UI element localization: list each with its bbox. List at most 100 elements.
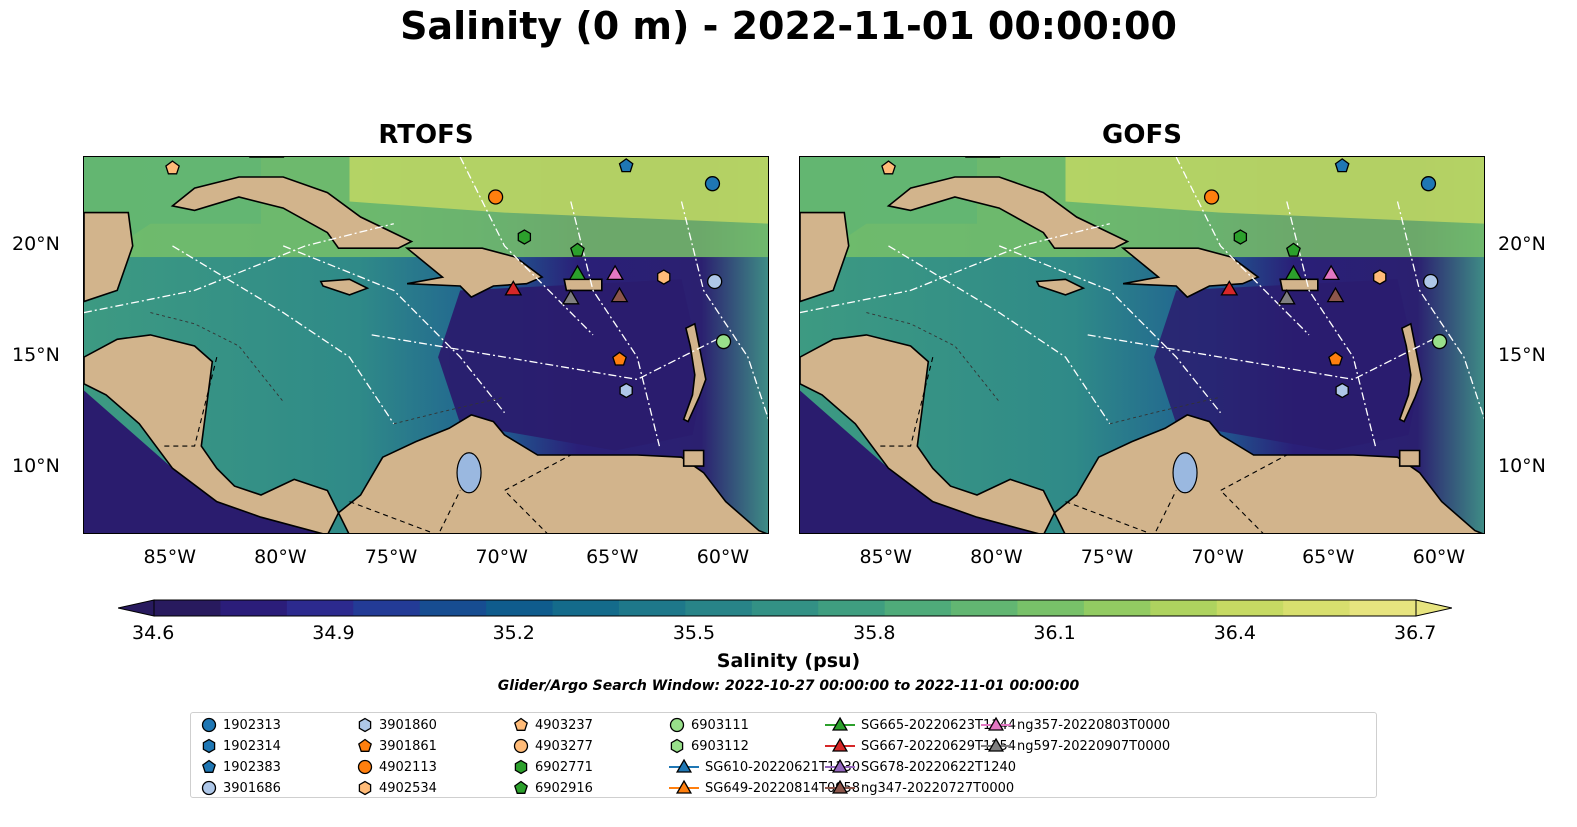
- landmass-5: [1279, 278, 1319, 292]
- legend-label: 1902314: [223, 738, 281, 754]
- colorbar-label: Salinity (psu): [716, 650, 861, 672]
- legend-pentagon: [202, 759, 216, 773]
- low-salinity-plume: [438, 279, 704, 451]
- legend-triangle: [987, 737, 1005, 752]
- marker-6903111: [1431, 333, 1448, 350]
- y-tick-label-left: 20°N: [12, 232, 60, 255]
- colorbar-tick-label: 36.4: [1213, 622, 1257, 644]
- legend-label: 3901686: [223, 780, 281, 796]
- legend-label: 6902916: [535, 780, 593, 796]
- marker-6902771: [517, 229, 532, 245]
- legend-item: 1902314: [201, 736, 281, 756]
- legend-hexagon: [670, 738, 684, 754]
- pentagon-marker-icon: [202, 759, 216, 773]
- colorbar-segment: [618, 600, 686, 616]
- gofs-panel-title: GOFS: [1102, 120, 1182, 150]
- triangle-marker-icon: [981, 737, 1011, 752]
- landmass-6: [84, 211, 134, 303]
- landmass-9: [682, 449, 705, 467]
- colorbar-segment: [353, 600, 421, 616]
- marker-3901686: [1423, 273, 1439, 290]
- marker-ng347-20220727T0000: [610, 286, 629, 303]
- legend-label: SG649-20220814T0958: [705, 780, 861, 796]
- colorbar-tick-label: 36.1: [1033, 622, 1076, 644]
- legend-item: 6902771: [513, 757, 593, 777]
- bathymetry-contour-1: [1109, 396, 1221, 425]
- salinity-colorbar: [118, 599, 1452, 617]
- marker-ng597-20220907T0000: [561, 289, 580, 305]
- marker-4902113: [1203, 189, 1220, 205]
- marker-1902313: [704, 176, 721, 192]
- landmass-2: [170, 176, 414, 249]
- legend-triangle: [831, 716, 849, 731]
- hexagon-marker-icon: [358, 717, 372, 733]
- legend-item: 6902916: [513, 778, 593, 798]
- legend-circle: [669, 717, 685, 733]
- legend-pentagon: [514, 780, 528, 794]
- marker-3901861: [1328, 351, 1343, 366]
- legend-label: 4902534: [379, 780, 437, 796]
- rtofs-map-svg: [84, 157, 768, 533]
- landmass-2: [886, 176, 1130, 249]
- border-line-1: [349, 490, 461, 533]
- circle-marker-icon: [201, 780, 217, 796]
- gofs-salinity-map: [799, 156, 1485, 534]
- eez-line-0: [998, 245, 1222, 414]
- border-line-1: [1065, 490, 1177, 533]
- marker-4902113: [487, 189, 504, 205]
- circle-marker-icon: [357, 759, 373, 775]
- legend-label: 4903237: [535, 717, 593, 733]
- legend-item: SG667-20220629T1254: [825, 736, 1016, 756]
- y-tick-label-right: 20°N: [1498, 232, 1546, 255]
- legend-triangle: [831, 737, 849, 752]
- legend-circle: [357, 759, 373, 775]
- eez-line-6: [371, 334, 726, 381]
- legend-pentagon: [358, 738, 372, 752]
- legend-hexagon: [514, 759, 528, 775]
- gofs-map-svg: [800, 157, 1484, 533]
- legend-item: 1902313: [201, 715, 281, 735]
- colorbar-segment: [685, 600, 753, 616]
- landmass-1: [337, 414, 768, 533]
- legend-label: 4902113: [379, 759, 437, 775]
- x-tick-label: 65°W: [1302, 546, 1355, 568]
- colorbar-segment: [552, 600, 620, 616]
- legend-item: 6903111: [669, 715, 749, 735]
- eez-line-5: [800, 223, 1110, 314]
- legend-label: 4903277: [535, 738, 593, 754]
- border-line-2: [503, 454, 572, 533]
- pentagon-marker-icon: [358, 738, 372, 752]
- triangle-marker-icon: [669, 779, 699, 794]
- legend-item: 4902534: [357, 778, 437, 798]
- colorbar-segment: [951, 600, 1019, 616]
- search-window-caption: Glider/Argo Search Window: 2022-10-27 00…: [497, 678, 1080, 694]
- legend-label: SG610-20220621T1130: [705, 759, 861, 775]
- marker-SG667-20220629T1254: [1220, 280, 1239, 296]
- legend-item: 3901686: [201, 778, 281, 798]
- eez-line-5: [84, 223, 394, 314]
- marker-SG665-20220623T1144: [1284, 264, 1303, 281]
- colorbar-segment: [220, 600, 288, 616]
- colorbar-extend-low: [118, 599, 155, 617]
- colorbar-segment: [486, 600, 554, 616]
- x-tick-label: 85°W: [143, 546, 196, 568]
- eez-line-6: [1087, 334, 1442, 381]
- high-salinity-patch: [1065, 157, 1484, 224]
- legend-label: 1902383: [223, 759, 281, 775]
- marker-4902534: [657, 269, 671, 285]
- x-tick-label: 75°W: [364, 546, 418, 568]
- landmass-5: [563, 278, 603, 292]
- landmass-8: [682, 322, 707, 423]
- marker-SG665-20220623T1144: [568, 264, 587, 281]
- colorbar-tick-label: 35.5: [672, 622, 716, 644]
- colorbar-tick-label: 34.6: [132, 622, 175, 644]
- legend-label: SG667-20220629T1254: [861, 738, 1017, 754]
- pentagon-marker-icon: [514, 717, 528, 731]
- legend-item: 4903277: [513, 736, 593, 756]
- legend-item: SG678-20220622T1240: [825, 757, 1016, 777]
- colorbar-tick-label: 34.9: [312, 622, 355, 644]
- marker-SG667-20220629T1254: [504, 280, 523, 296]
- legend-label: 1902313: [223, 717, 281, 733]
- x-tick-label: 70°W: [475, 546, 528, 568]
- circle-marker-icon: [201, 717, 217, 733]
